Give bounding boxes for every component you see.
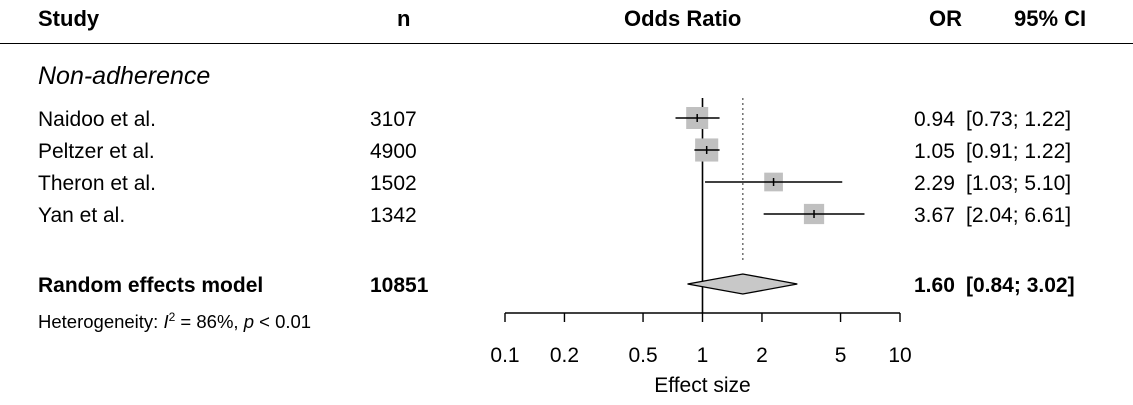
pooled-or: 1.60 xyxy=(914,274,955,297)
study-n: 1342 xyxy=(370,204,417,227)
x-tick-label: 0.1 xyxy=(490,344,519,367)
header-or: OR xyxy=(929,6,962,31)
pooled-diamond xyxy=(687,273,798,295)
pooled-ci: [0.84; 3.02] xyxy=(966,274,1075,297)
header-study: Study xyxy=(38,6,100,31)
subgroup-label: Non-adherence xyxy=(38,62,211,90)
study-n: 4900 xyxy=(370,140,417,163)
heterogeneity-i-superscript: 2 xyxy=(168,310,176,324)
study-or: 1.05 xyxy=(914,140,955,163)
study-name: Naidoo et al. xyxy=(38,108,156,131)
study-ci: [0.73; 1.22] xyxy=(966,108,1072,131)
x-tick-label: 2 xyxy=(756,344,768,367)
pooled-n: 10851 xyxy=(370,274,429,297)
heterogeneity-p-symbol: p xyxy=(243,311,254,333)
study-name: Peltzer et al. xyxy=(38,140,155,163)
x-tick-label: 0.5 xyxy=(628,344,657,367)
heterogeneity-text: Heterogeneity: I2 = 86%, p < 0.01 xyxy=(38,310,311,333)
x-tick-label: 10 xyxy=(888,344,911,367)
study-ci: [1.03; 5.10] xyxy=(966,172,1072,195)
study-or: 2.29 xyxy=(914,172,955,195)
study-or: 0.94 xyxy=(914,108,955,131)
heterogeneity-i-symbol: I xyxy=(163,311,169,333)
pooled-name: Random effects model xyxy=(38,274,264,297)
study-n: 3107 xyxy=(370,108,417,131)
x-tick-label: 1 xyxy=(697,344,709,367)
study-name: Yan et al. xyxy=(38,204,126,227)
study-ci: [2.04; 6.61] xyxy=(966,204,1072,227)
heterogeneity-p-value: < 0.01 xyxy=(253,311,312,333)
study-name: Theron et al. xyxy=(38,172,156,195)
heterogeneity-prefix: Heterogeneity: xyxy=(38,311,164,333)
x-tick-label: 5 xyxy=(835,344,847,367)
x-tick-label: 0.2 xyxy=(550,344,579,367)
header-n: n xyxy=(397,6,411,31)
study-ci: [0.91; 1.22] xyxy=(966,140,1072,163)
header-rule xyxy=(0,43,1133,44)
header-odds-ratio: Odds Ratio xyxy=(624,6,742,31)
study-or: 3.67 xyxy=(914,204,955,227)
heterogeneity-i-value: = 86%, xyxy=(175,311,244,333)
x-axis-label: Effect size xyxy=(654,374,751,397)
study-n: 1502 xyxy=(370,172,417,195)
header-ci: 95% CI xyxy=(1014,6,1087,31)
